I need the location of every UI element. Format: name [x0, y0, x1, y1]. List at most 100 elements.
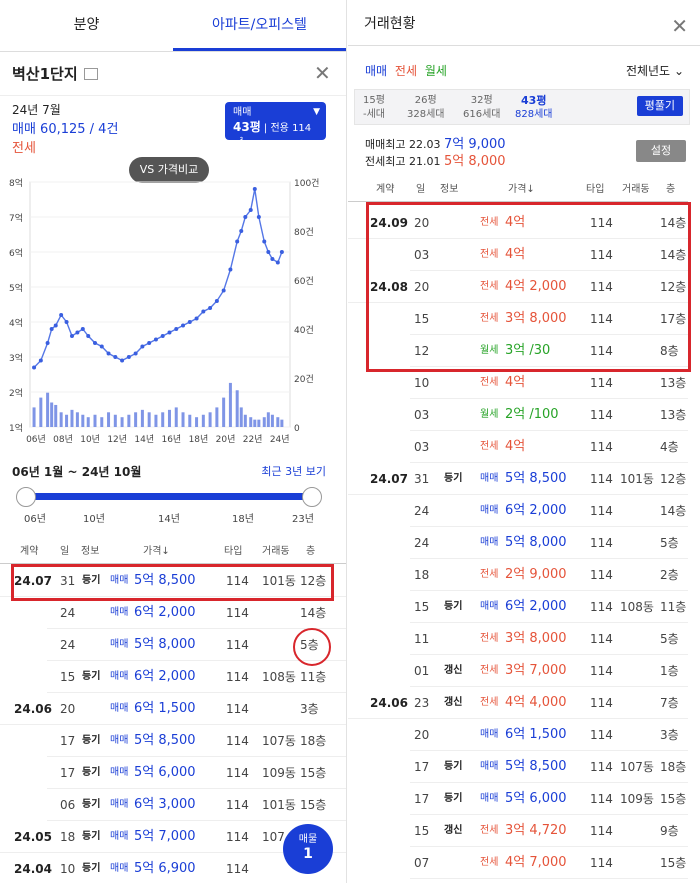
selector-type: 매매: [233, 107, 252, 118]
volume-bar: [262, 417, 266, 427]
col-price[interactable]: 가격↓: [508, 184, 535, 195]
row-floor: 14층: [300, 606, 327, 620]
row-day: 03: [414, 440, 430, 454]
row-day: 10: [414, 376, 430, 390]
table-row[interactable]: 17 등기 매매 5억 6,000 114 109동 15층: [410, 783, 688, 815]
row-size: 114: [226, 670, 249, 684]
price-point: [181, 323, 186, 328]
map-icon[interactable]: [83, 67, 98, 80]
volume-bar: [127, 414, 131, 427]
table-row[interactable]: 18 전세 2억 9,000 114 2층: [410, 559, 688, 591]
row-dong: 107동: [620, 760, 654, 774]
price-point: [86, 334, 91, 338]
size-option[interactable]: 26평 328세대: [407, 94, 445, 122]
row-floor: 12층: [660, 280, 687, 294]
table-row[interactable]: 15 갱신 전세 3억 4,720 114 9층: [410, 815, 688, 847]
table-row[interactable]: 03 월세 2억 /100 114 13층: [410, 399, 688, 431]
table-row[interactable]: 15 등기 매매 6억 2,000 114 108동 11층: [410, 591, 688, 623]
slider-handle-end[interactable]: [302, 487, 322, 507]
size-option-selected[interactable]: 43평 828세대: [515, 94, 553, 122]
row-day: 20: [414, 280, 430, 294]
table-row[interactable]: 24.08 20 전세 4억 2,000 114 12층: [348, 271, 688, 303]
tab-presale[interactable]: 분양: [73, 17, 100, 33]
size-option[interactable]: 15평 -세대: [363, 94, 385, 122]
price-point: [248, 208, 253, 212]
close-icon[interactable]: ✕: [671, 14, 688, 38]
slider-handle-start[interactable]: [16, 487, 36, 507]
row-price: 5억 8,500: [134, 733, 196, 748]
table-header: 계약 일 정보 가격↓ 타입 거래동 층: [0, 540, 346, 564]
row-trade-type: 전세: [480, 857, 499, 868]
table-row[interactable]: 24.06 23 갱신 전세 4억 4,000 114 7층: [348, 687, 688, 719]
row-size: 114: [590, 792, 613, 806]
table-row[interactable]: 15 등기 매매 6억 2,000 114 108동 11층: [47, 661, 346, 693]
table-row[interactable]: 06 등기 매매 6억 3,000 114 101동 15층: [47, 789, 346, 821]
slider-tick: 14년: [158, 514, 180, 525]
settings-button[interactable]: 설정: [636, 140, 686, 162]
table-row[interactable]: 24.06 20 매매 6억 1,500 114 3층: [0, 693, 346, 725]
listing-fab[interactable]: 매물 1: [283, 824, 333, 874]
row-price: 5억 8,000: [134, 637, 196, 652]
price-point: [228, 267, 233, 272]
table-row[interactable]: 17 등기 매매 5억 8,500 114 107동 18층: [410, 751, 688, 783]
y-left-tick: 2억: [9, 387, 23, 399]
table-row[interactable]: 10 전세 4억 114 13층: [410, 367, 688, 399]
volume-bar: [107, 412, 111, 427]
recent-3y-link[interactable]: 최근 3년 보기: [261, 465, 326, 478]
size-option[interactable]: 32평 616세대: [463, 94, 501, 122]
table-row[interactable]: 24.07 31 등기 매매 5억 8,500 114 101동 12층: [0, 565, 346, 597]
row-size: 114: [590, 344, 613, 358]
filter-sale[interactable]: 매매: [365, 64, 388, 78]
date-slider[interactable]: [16, 487, 322, 507]
table-row[interactable]: 07 전세 4억 7,000 114 15층: [410, 847, 688, 879]
row-size: 114: [590, 472, 613, 486]
complex-panel: 분양 아파트/오피스텔 벽산1단지 ✕ 24년 7월 매매 60,125 / 4…: [0, 0, 347, 883]
size-households: 328세대: [407, 109, 445, 120]
tab-apartment[interactable]: 아파트/오피스텔: [173, 0, 346, 51]
close-icon[interactable]: ✕: [314, 61, 331, 85]
table-row[interactable]: 17 등기 매매 5억 6,000 114 109동 15층: [47, 757, 346, 789]
row-size: 114: [590, 248, 613, 262]
table-row[interactable]: 01 갱신 전세 3억 7,000 114 1층: [410, 655, 688, 687]
table-row[interactable]: 11 전세 3억 8,000 114 5층: [410, 623, 688, 655]
volume-bar: [222, 397, 226, 427]
complex-name: 벽산1단지: [12, 65, 78, 83]
type-size-selector[interactable]: 매매 43평 | 전용 114㎡ ▼: [225, 102, 326, 149]
table-row[interactable]: 24.07 31 등기 매매 5억 8,500 114 101동 12층: [348, 463, 688, 495]
date-range: 06년 1월 ~ 24년 10월: [12, 465, 142, 479]
table-row[interactable]: 12 월세 3억 /30 114 8층: [410, 335, 688, 367]
row-size: 114: [590, 408, 613, 422]
row-info: 갱신: [444, 825, 463, 836]
table-row[interactable]: 03 전세 4억 114 14층: [410, 239, 688, 271]
unfold-size-button[interactable]: 평풀기: [636, 96, 683, 116]
year-select[interactable]: 전체년도 ⌄: [626, 62, 684, 79]
row-trade-type: 매매: [110, 671, 129, 682]
table-row[interactable]: 24 매매 6억 2,000 114 14층: [47, 597, 346, 629]
filter-jeonse[interactable]: 전세: [394, 64, 418, 78]
table-row[interactable]: 20 매매 6억 1,500 114 3층: [410, 719, 688, 751]
row-day: 07: [414, 856, 430, 870]
selector-exclusive: 전용 114㎡: [233, 123, 312, 149]
vs-compare-button[interactable]: VS 가격비교: [129, 157, 209, 183]
col-day: 일: [60, 546, 70, 557]
row-price: 4억 2,000: [505, 279, 567, 294]
size-pyeong: 15평: [363, 95, 385, 106]
table-row[interactable]: 24.05 18 등기 매매 5억 7,000 114 107: [0, 821, 346, 853]
table-row[interactable]: 24.09 20 전세 4억 114 14층: [348, 207, 688, 239]
table-row[interactable]: 17 등기 매매 5억 8,500 114 107동 18층: [47, 725, 346, 757]
row-price: 6억 3,000: [134, 797, 196, 812]
row-size: 114: [590, 856, 613, 870]
row-dong: 108동: [262, 670, 296, 684]
filter-monthly[interactable]: 월세: [424, 64, 447, 78]
row-date: 24.05: [14, 830, 52, 844]
col-price[interactable]: 가격↓: [143, 546, 170, 557]
row-day: 24: [414, 536, 430, 550]
table-row[interactable]: 24 매매 6억 2,000 114 14층: [410, 495, 688, 527]
row-size: 114: [590, 696, 613, 710]
table-row[interactable]: 03 전세 4억 114 4층: [410, 431, 688, 463]
price-point: [75, 330, 80, 335]
table-row[interactable]: 24.04 10 등기 매매 5억 6,900 114: [0, 853, 346, 883]
table-row[interactable]: 15 전세 3억 8,000 114 17층: [410, 303, 688, 335]
row-price: 4억 4,000: [505, 695, 567, 710]
table-row[interactable]: 24 매매 5억 8,000 114 5층: [410, 527, 688, 559]
